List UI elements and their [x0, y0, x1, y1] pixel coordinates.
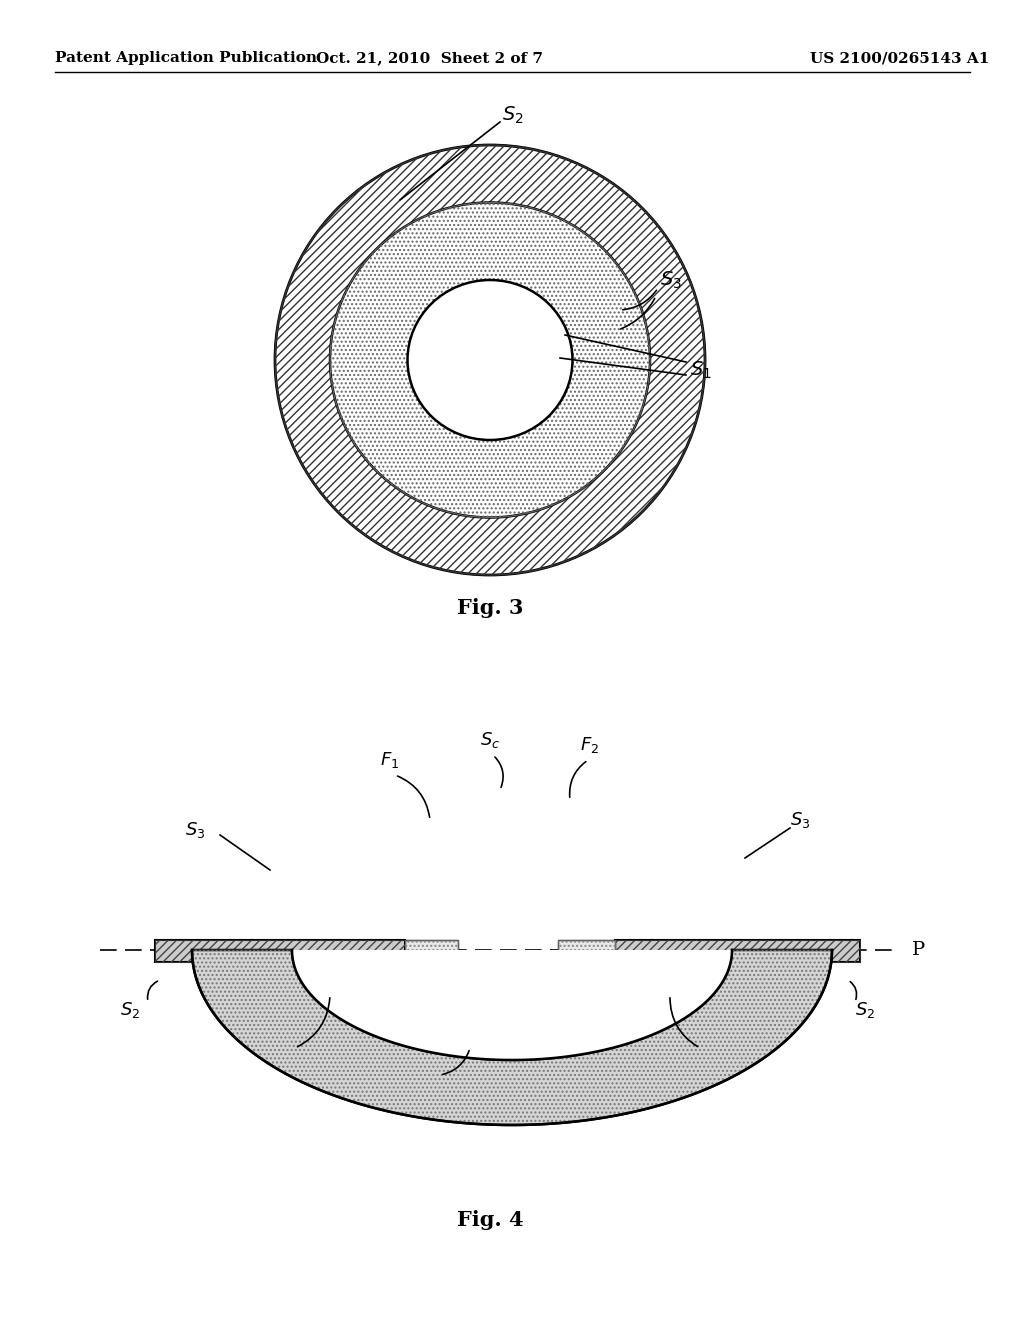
- Polygon shape: [193, 950, 831, 1125]
- Text: $S_c$: $S_c$: [480, 730, 500, 750]
- Text: Fig. 3: Fig. 3: [457, 598, 523, 618]
- Bar: [406, 940, 458, 962]
- Text: Patent Application Publication: Patent Application Publication: [55, 51, 317, 65]
- Polygon shape: [292, 950, 732, 1060]
- Bar: [558, 940, 615, 962]
- Bar: [558, 940, 615, 962]
- Bar: [615, 940, 860, 962]
- Bar: [475, 972, 545, 1072]
- Text: $S_2$: $S_2$: [502, 104, 523, 125]
- Ellipse shape: [275, 145, 705, 576]
- Text: US 2100/0265143 A1: US 2100/0265143 A1: [810, 51, 989, 65]
- Text: $S_2$: $S_2$: [120, 1001, 140, 1020]
- Text: $S_1$: $S_1$: [690, 359, 712, 380]
- Text: $S_3$: $S_3$: [660, 269, 682, 290]
- Text: $S_1$: $S_1$: [690, 1045, 711, 1065]
- Bar: [155, 940, 406, 962]
- Ellipse shape: [408, 280, 572, 440]
- Text: $S_2$: $S_2$: [855, 1001, 876, 1020]
- Text: $S_3$: $S_3$: [184, 820, 205, 840]
- Text: RF port: RF port: [376, 1073, 435, 1086]
- Text: Oct. 21, 2010  Sheet 2 of 7: Oct. 21, 2010 Sheet 2 of 7: [316, 51, 544, 65]
- Bar: [406, 940, 458, 962]
- Ellipse shape: [330, 202, 650, 517]
- Text: P: P: [912, 941, 926, 960]
- Text: $F_2$: $F_2$: [581, 735, 599, 755]
- Text: $F_1$: $F_1$: [380, 750, 399, 770]
- Bar: [475, 972, 545, 1072]
- Bar: [155, 940, 406, 962]
- Text: $S_3$: $S_3$: [790, 810, 810, 830]
- Text: $S_1$: $S_1$: [280, 1045, 300, 1065]
- Bar: [615, 940, 860, 962]
- Text: Fig. 4: Fig. 4: [457, 1210, 523, 1230]
